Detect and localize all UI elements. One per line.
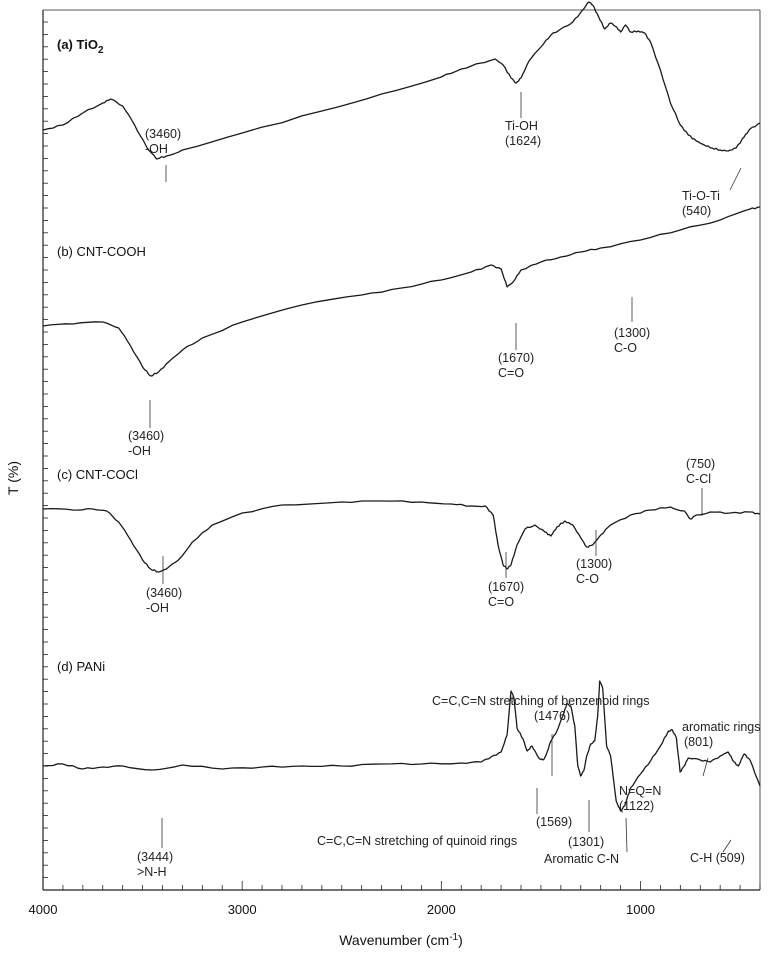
annotation-c-co1670: (1670)C=O	[488, 552, 524, 609]
annotation-d-1569: (1569)	[536, 788, 572, 829]
annotation-text-d-arom-0: aromatic rings	[682, 720, 761, 734]
annotation-text-c-co1670-0: (1670)	[488, 580, 524, 594]
panel-label-3: (c) CNT-COCl	[57, 467, 138, 482]
annotation-d-ch: C-H (509)	[690, 839, 745, 865]
annotation-c-ccl: (750)C-Cl	[686, 457, 715, 516]
annotation-text-c-ccl-0: (750)	[686, 457, 715, 471]
x-tick-label-2: 2000	[427, 902, 456, 917]
annotation-text-c-co1300-0: (1300)	[576, 557, 612, 571]
annotation-d-arcn: Aromatic C-N	[544, 852, 619, 866]
spectra-group	[42, 1, 761, 812]
annotation-text-d-nh-0: (3444)	[137, 850, 173, 864]
annotation-text-b-co1300-0: (1300)	[614, 326, 650, 340]
annotation-text-c-ccl-1: C-Cl	[686, 472, 711, 486]
annotation-text-c-co1300-1: C-O	[576, 572, 599, 586]
y-axis-title: T (%)	[5, 461, 21, 495]
annotation-a-tioh: Ti-OH(1624)	[505, 92, 541, 148]
annotation-text-d-arom-1: (801)	[684, 735, 713, 749]
panel-labels-group: (a) TiO2 (b) CNT-COOH (c) CNT-COCl (d) PANi	[57, 37, 146, 674]
annotation-text-c-oh-0: (3460)	[146, 586, 182, 600]
annotation-text-c-co1670-1: C=O	[488, 595, 514, 609]
x-tick-label-1: 3000	[228, 902, 257, 917]
x-axis-ticks: 4000 3000 2000 1000	[29, 881, 761, 917]
annotation-leader-d-nqn	[625, 817, 628, 853]
annotation-d-benz: C=C,C=N stretching of benzenoid rings(14…	[432, 694, 649, 776]
annotation-text-a-oh-1: -OH	[145, 142, 168, 156]
annotation-text-b-oh-0: (3460)	[128, 429, 164, 443]
annotation-text-c-oh-1: -OH	[146, 601, 169, 615]
annotation-text-b-co1300-1: C-O	[614, 341, 637, 355]
annotation-d-nh: (3444)>N-H	[137, 818, 173, 879]
annotation-leader-d-arom	[702, 757, 709, 777]
annotation-text-d-nh-1: >N-H	[137, 865, 167, 879]
annotation-text-d-benz-0: C=C,C=N stretching of benzenoid rings	[432, 694, 649, 708]
annotation-a-tioti: Ti-O-Ti(540)	[682, 167, 742, 218]
annotation-d-nqn: N=Q=N(1122)	[619, 784, 661, 853]
annotation-text-a-tioh-1: (1624)	[505, 134, 541, 148]
annotation-leader-d-ch	[722, 839, 732, 853]
spectrum-line-1	[42, 1, 761, 160]
annotation-text-a-tioti-1: (540)	[682, 204, 711, 218]
panel-label-2: (b) CNT-COOH	[57, 244, 146, 259]
spectrum-line-3	[42, 500, 761, 573]
annotation-a-oh: (3460)-OH	[145, 127, 181, 182]
annotation-text-d-ch-0: C-H (509)	[690, 851, 745, 865]
annotation-b-oh: (3460)-OH	[128, 400, 164, 458]
annotation-c-oh: (3460)-OH	[146, 556, 182, 615]
panel-label-1: (a) TiO2	[57, 37, 104, 56]
annotation-text-d-arcn-0: Aromatic C-N	[544, 852, 619, 866]
annotation-text-b-oh-1: -OH	[128, 444, 151, 458]
annotation-d-quin: C=C,C=N stretching of quinoid rings	[317, 834, 517, 848]
annotation-text-a-tioti-0: Ti-O-Ti	[682, 189, 720, 203]
annotation-text-a-oh-0: (3460)	[145, 127, 181, 141]
spectrum-line-4	[42, 680, 761, 812]
y-axis-ticks	[43, 21, 48, 891]
annotation-text-b-co1670-0: (1670)	[498, 351, 534, 365]
annotation-text-a-tioh-0: Ti-OH	[505, 119, 538, 133]
annotations-group: (3460)-OHTi-OH(1624)Ti-O-Ti(540)(3460)-O…	[128, 92, 761, 879]
annotation-c-co1300: (1300)C-O	[576, 530, 612, 586]
annotation-b-co1670: (1670)C=O	[498, 323, 534, 380]
spectrum-line-2	[42, 206, 761, 377]
annotation-text-d-1569-0: (1569)	[536, 815, 572, 829]
x-tick-label-3: 1000	[626, 902, 655, 917]
annotation-text-d-nqn-1: (1122)	[619, 799, 654, 813]
annotation-text-d-1301-0: (1301)	[568, 835, 604, 849]
annotation-text-b-co1670-1: C=O	[498, 366, 524, 380]
annotation-text-d-benz-1: (1476)	[534, 709, 570, 723]
annotation-b-co1300: (1300)C-O	[614, 297, 650, 355]
annotation-d-arom: aromatic rings(801)	[682, 720, 761, 777]
x-axis-title: Wavenumber (cm-1)	[339, 932, 463, 948]
panel-label-4: (d) PANi	[57, 659, 105, 674]
x-tick-label-0: 4000	[29, 902, 58, 917]
annotation-text-d-nqn-0: N=Q=N	[619, 784, 661, 798]
annotation-leader-a-tioti	[729, 167, 742, 191]
annotation-text-d-quin-0: C=C,C=N stretching of quinoid rings	[317, 834, 517, 848]
annotation-d-1301: (1301)	[568, 800, 604, 849]
